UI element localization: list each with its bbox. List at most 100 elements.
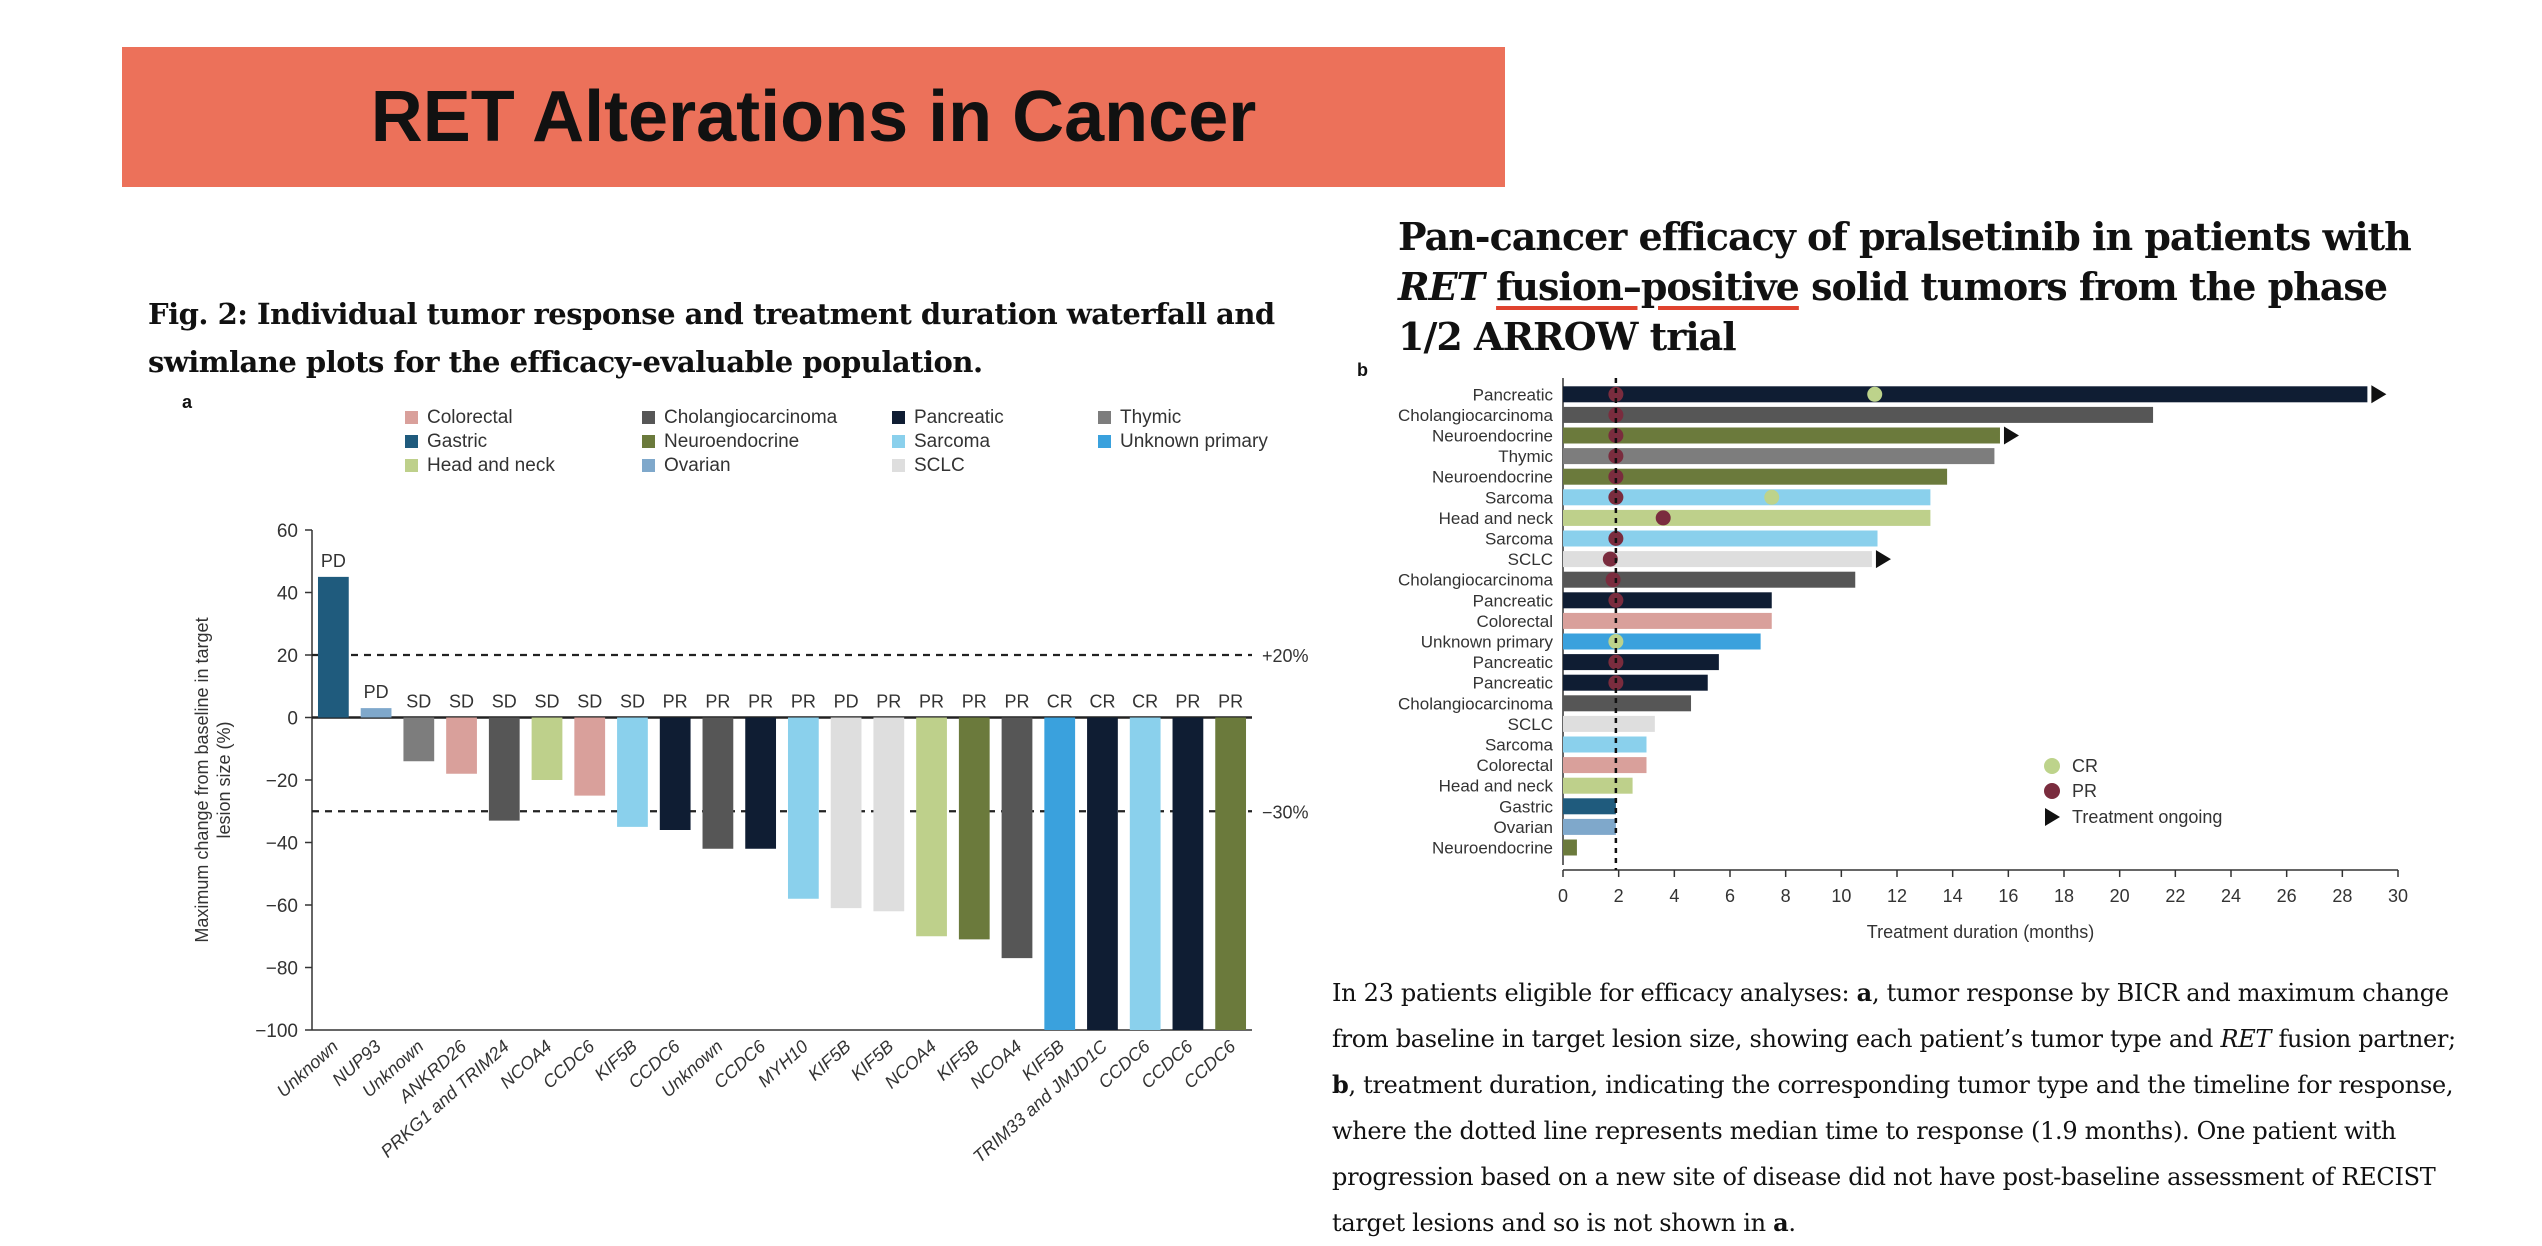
legend-swatch: [642, 459, 655, 472]
legend-swatch: [642, 411, 655, 424]
duration-bar: [1563, 551, 1872, 568]
duration-bar: [1563, 798, 1616, 815]
bar: [317, 576, 349, 718]
desc-b1: b: [1332, 1070, 1349, 1099]
row-label: Neuroendocrine: [1432, 468, 1553, 487]
y-tick-label: −40: [266, 834, 298, 855]
pr-marker: [1608, 386, 1624, 402]
x-tick-label: 4: [1669, 886, 1679, 906]
duration-bar: [1563, 612, 1772, 629]
y-axis-label: Maximum change from baseline in target le…: [192, 617, 234, 942]
paper-title: Pan-cancer efficacy of pralsetinib in pa…: [1398, 212, 2438, 362]
duration-bar: [1563, 736, 1647, 753]
duration-bar: [1563, 386, 2368, 403]
legend-swatch: [892, 459, 905, 472]
x-tick-label: 16: [1998, 886, 2018, 906]
figure-caption: Fig. 2: Individual tumor response and tr…: [148, 297, 1275, 379]
legend-label: Thymic: [1120, 407, 1181, 428]
duration-bar: [1563, 715, 1655, 732]
legend-swatch: [892, 435, 905, 448]
legend-label: Neuroendocrine: [664, 431, 799, 452]
desc-p5: .: [1788, 1209, 1796, 1237]
duration-bar: [1563, 448, 1995, 465]
x-tick-label: 2: [1614, 886, 1624, 906]
legend-label: Treatment ongoing: [2072, 807, 2222, 827]
reference-line-label: +20%: [1262, 646, 1309, 666]
legend-swatch: [405, 435, 418, 448]
legend-cr-marker: [2044, 758, 2060, 774]
x-tick-label: 22: [2165, 886, 2185, 906]
desc-p4: , treatment duration, indicating the cor…: [1332, 1071, 2454, 1237]
row-label: Pancreatic: [1473, 674, 1554, 693]
duration-bar: [1563, 777, 1633, 794]
paper-title-part2: solid tumors from the phase 1/2 ARROW tr…: [1398, 264, 2388, 359]
response-label: CR: [1047, 692, 1073, 712]
response-label: CR: [1132, 692, 1158, 712]
y-tick-label: −20: [266, 771, 298, 792]
bar: [403, 717, 435, 762]
duration-bar: [1563, 530, 1878, 547]
pr-marker: [1655, 510, 1671, 526]
legend-label: CR: [2072, 756, 2098, 776]
pr-marker: [1608, 428, 1624, 443]
panel-b-label: b: [1357, 360, 1368, 380]
bar: [958, 717, 990, 940]
desc-ret: RET: [2220, 1025, 2272, 1053]
duration-bar: [1563, 509, 1931, 526]
ongoing-arrow: [2003, 426, 2019, 445]
bar: [446, 717, 477, 774]
pr-marker: [1608, 407, 1624, 423]
panel-a-label: a: [182, 392, 193, 412]
duration-bar: [1563, 571, 1856, 588]
pr-marker: [1608, 489, 1624, 505]
bar: [1172, 717, 1204, 1030]
row-label: Unknown primary: [1421, 633, 1554, 652]
row-label: SCLC: [1508, 715, 1553, 734]
row-label: Pancreatic: [1473, 385, 1554, 404]
legend-swatch: [1098, 411, 1111, 424]
pr-marker: [1608, 448, 1624, 464]
row-label: Ovarian: [1493, 818, 1553, 837]
ongoing-arrow: [2371, 385, 2387, 404]
row-label: Head and neck: [1439, 777, 1554, 796]
duration-bar: [1563, 654, 1719, 671]
row-label: Cholangiocarcinoma: [1398, 571, 1554, 590]
desc-p3: fusion partner;: [2271, 1025, 2456, 1053]
legend-label: Gastric: [427, 431, 487, 452]
y-tick-label: 40: [277, 584, 298, 605]
bar: [1129, 717, 1161, 1030]
bar: [1044, 717, 1076, 1030]
figure-description: In 23 patients eligible for efficacy ana…: [1332, 970, 2462, 1246]
legend-ongoing-arrow: [2045, 808, 2060, 826]
row-label: Gastric: [1499, 797, 1553, 816]
row-label: Colorectal: [1476, 612, 1553, 631]
duration-bar: [1563, 674, 1708, 691]
row-label: Neuroendocrine: [1432, 839, 1553, 858]
bar: [1001, 717, 1033, 959]
response-label: SD: [534, 692, 559, 712]
duration-bar: [1563, 818, 1616, 835]
legend-swatch: [405, 411, 418, 424]
response-label: SD: [406, 692, 431, 712]
response-label: PR: [876, 692, 901, 712]
y-tick-label: −80: [266, 959, 298, 980]
response-label: PD: [364, 682, 389, 702]
response-label: PD: [321, 551, 346, 571]
cr-marker: [1764, 489, 1780, 505]
bar: [617, 717, 648, 827]
slide-title-banner: RET Alterations in Cancer: [122, 47, 1505, 187]
desc-p2: , tumor response by BICR and maximum cha…: [1332, 979, 2449, 1053]
legend-swatch: [892, 411, 905, 424]
response-label: PR: [705, 692, 730, 712]
row-label: Head and neck: [1439, 509, 1554, 528]
response-label: PR: [1218, 692, 1243, 712]
response-label: SD: [492, 692, 517, 712]
pr-marker: [1602, 551, 1618, 567]
row-label: Pancreatic: [1473, 591, 1554, 610]
duration-bar: [1563, 427, 2000, 444]
response-label: CR: [1089, 692, 1115, 712]
x-tick-label: 24: [2221, 886, 2241, 906]
legend-swatch: [642, 435, 655, 448]
response-label: SD: [577, 692, 602, 712]
bar: [830, 717, 862, 909]
